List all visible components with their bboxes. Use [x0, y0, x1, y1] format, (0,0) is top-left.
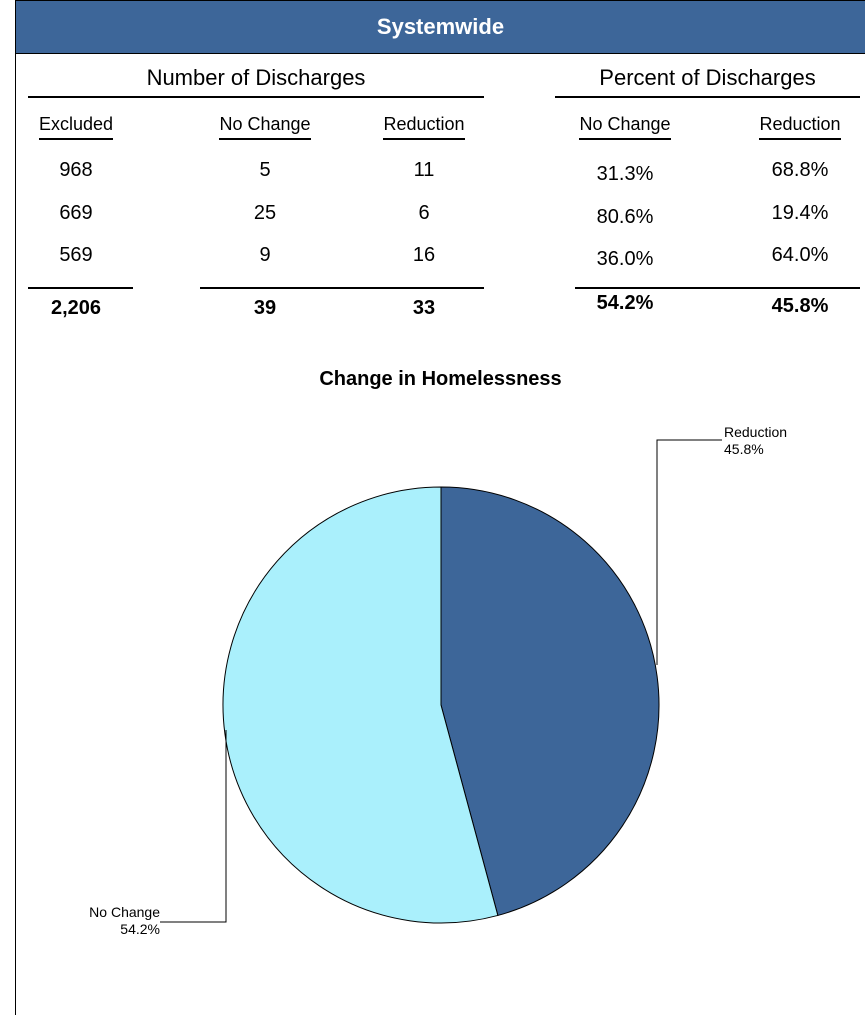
total-no-change-count: 39: [253, 297, 277, 319]
table-cell: 64.0%: [771, 244, 829, 266]
table-cell: 68.8%: [771, 159, 829, 181]
reduction-leader-line: [656, 439, 722, 665]
no-change-slice-label: No Change 54.2%: [89, 904, 160, 937]
page-title: Systemwide: [16, 0, 865, 54]
total-rule-percents: [575, 287, 860, 289]
table-cell: 80.6%: [596, 206, 654, 228]
total-reduction-count: 33: [412, 297, 436, 319]
col-header-reduction-count: Reduction: [362, 112, 486, 140]
table-cell: 31.3%: [596, 163, 654, 185]
table-cell: 36.0%: [596, 248, 654, 270]
total-reduction-pct: 45.8%: [771, 295, 829, 317]
total-excluded: 2,206: [50, 297, 102, 319]
col-header-no-change-pct: No Change: [555, 112, 695, 140]
chart-title: Change in Homelessness: [319, 368, 562, 390]
table-cell: 968: [59, 159, 93, 181]
total-no-change-pct: 54.2%: [596, 292, 654, 314]
table-cell: 669: [59, 202, 93, 224]
pie-slice-no-change: [222, 486, 499, 924]
number-of-discharges-heading: Number of Discharges: [146, 65, 366, 90]
number-group-underline: [28, 96, 484, 98]
left-frame-border: [15, 0, 16, 1015]
col-header-no-change-count: No Change: [200, 112, 330, 140]
table-cell: 569: [59, 244, 93, 266]
total-rule-excluded: [28, 287, 133, 289]
table-cell: 6: [418, 202, 430, 224]
percent-group-underline: [555, 96, 860, 98]
pie-slice-reduction: [440, 486, 660, 917]
table-cell: 5: [259, 159, 271, 181]
no-change-leader-line: [160, 730, 227, 923]
table-cell: 25: [253, 202, 277, 224]
total-rule-counts: [200, 287, 484, 289]
col-header-reduction-pct: Reduction: [740, 112, 860, 140]
percent-of-discharges-heading: Percent of Discharges: [599, 65, 816, 90]
table-cell: 16: [412, 244, 436, 266]
table-cell: 11: [413, 159, 435, 181]
reduction-slice-label: Reduction 45.8%: [724, 424, 788, 457]
col-header-excluded: Excluded: [28, 112, 124, 140]
table-cell: 9: [259, 244, 271, 266]
table-cell: 19.4%: [771, 202, 829, 224]
